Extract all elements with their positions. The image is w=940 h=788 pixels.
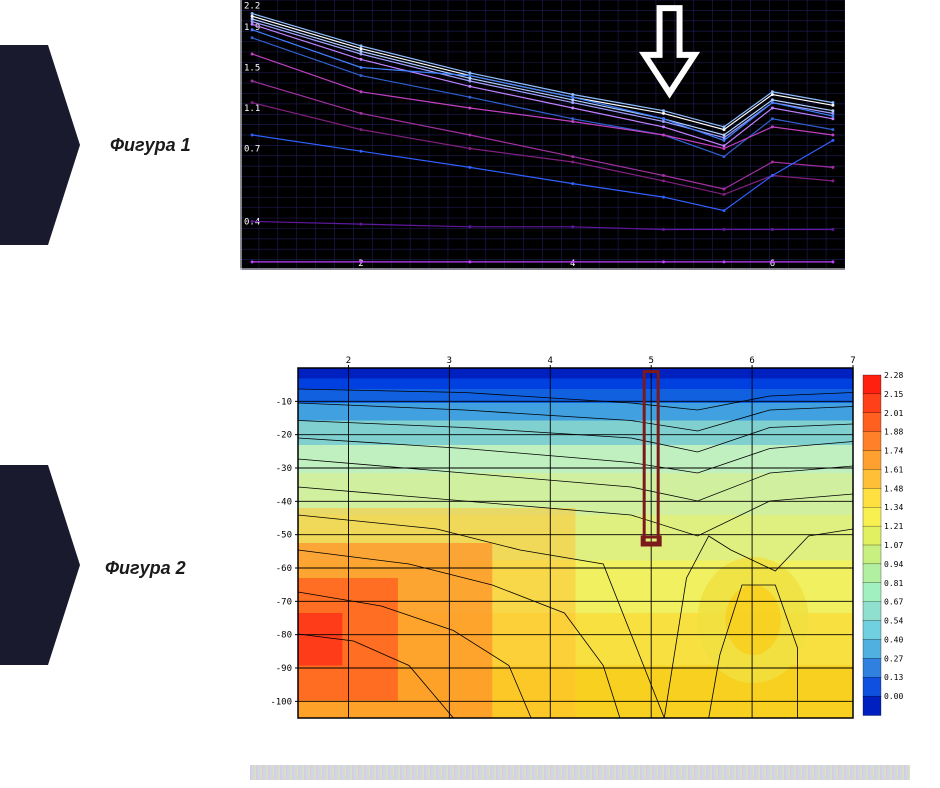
- svg-text:-10: -10: [276, 397, 292, 407]
- figure-1-label: Фигура 1: [110, 135, 191, 156]
- svg-text:1.5: 1.5: [244, 64, 260, 74]
- svg-text:6: 6: [749, 356, 754, 366]
- svg-text:1.21: 1.21: [884, 522, 903, 531]
- svg-text:1.1: 1.1: [244, 104, 260, 114]
- svg-text:1.07: 1.07: [884, 541, 903, 550]
- svg-text:0.67: 0.67: [884, 598, 903, 607]
- svg-text:-30: -30: [276, 464, 292, 474]
- svg-text:0.7: 0.7: [244, 145, 260, 155]
- svg-text:-40: -40: [276, 497, 292, 507]
- svg-text:-20: -20: [276, 431, 292, 441]
- svg-text:4: 4: [548, 356, 553, 366]
- svg-text:1.61: 1.61: [884, 465, 903, 474]
- contour-chart-svg: 2 3 4 5 6 7 -10 -20 -30 -40 -50 -60 -70 -80 -90 -100 2.2…: [258, 350, 903, 730]
- svg-text:0.40: 0.40: [884, 635, 903, 644]
- svg-text:-80: -80: [276, 631, 292, 641]
- svg-text:2.15: 2.15: [884, 390, 903, 399]
- svg-text:1.48: 1.48: [884, 484, 903, 493]
- noise-strip: [250, 765, 910, 780]
- svg-text:1.74: 1.74: [884, 447, 903, 456]
- svg-text:0.27: 0.27: [884, 654, 903, 663]
- svg-text:-60: -60: [276, 564, 292, 574]
- svg-text:1.88: 1.88: [884, 428, 903, 437]
- figure-2-label: Фигура 2: [105, 558, 186, 579]
- svg-text:2: 2: [346, 356, 351, 366]
- svg-text:5: 5: [648, 356, 653, 366]
- pentagon-marker-1: [0, 45, 80, 245]
- svg-text:2.28: 2.28: [884, 371, 903, 380]
- line-chart-svg: 2.21.91.51.10.70.4246: [240, 0, 845, 270]
- pentagon-marker-2: [0, 465, 80, 665]
- svg-text:-50: -50: [276, 531, 292, 541]
- contour-chart: 2 3 4 5 6 7 -10 -20 -30 -40 -50 -60 -70 -80 -90 -100 2.2…: [258, 350, 903, 730]
- svg-text:0.81: 0.81: [884, 579, 903, 588]
- svg-text:0.54: 0.54: [884, 617, 903, 626]
- svg-text:0.13: 0.13: [884, 673, 903, 682]
- svg-text:2.01: 2.01: [884, 409, 903, 418]
- svg-text:-100: -100: [270, 697, 292, 707]
- svg-text:2.2: 2.2: [244, 1, 260, 11]
- svg-text:-70: -70: [276, 597, 292, 607]
- svg-text:0.94: 0.94: [884, 560, 903, 569]
- svg-text:7: 7: [850, 356, 855, 366]
- svg-text:1.34: 1.34: [884, 503, 903, 512]
- line-chart: 2.21.91.51.10.70.4246: [240, 0, 845, 270]
- svg-text:3: 3: [447, 356, 452, 366]
- svg-text:-90: -90: [276, 664, 292, 674]
- svg-text:0.00: 0.00: [884, 692, 903, 701]
